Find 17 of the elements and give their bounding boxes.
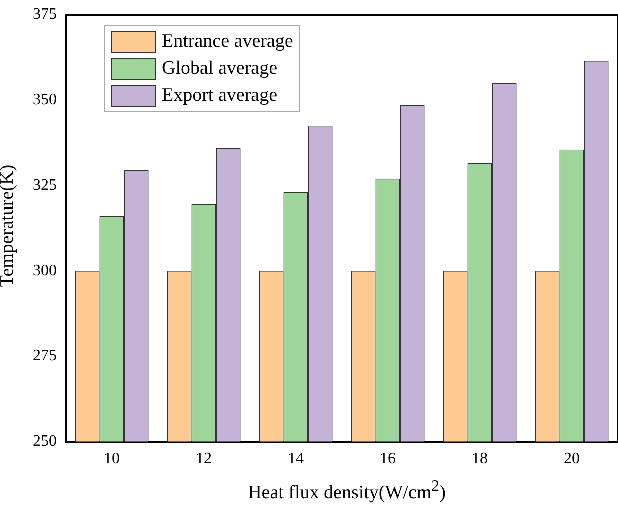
- y-tick-label: 300: [33, 262, 57, 280]
- y-tick-label: 375: [33, 6, 57, 24]
- legend-label: Entrance average: [162, 30, 294, 52]
- legend-label: Export average: [162, 84, 278, 106]
- x-tick-label: 10: [104, 450, 120, 468]
- y-axis-title: Temperature(K): [0, 164, 19, 290]
- x-tick-label: 18: [472, 450, 488, 468]
- x-tick-label: 16: [380, 450, 396, 468]
- y-tick-label: 275: [33, 348, 57, 365]
- x-axis-title: Heat flux density(W/cm$^{2}$): [247, 478, 447, 504]
- y-tick-label: 250: [33, 433, 57, 450]
- x-tick-label: 14: [288, 450, 304, 468]
- legend-label: Global average: [162, 58, 278, 80]
- y-tick-label: 325: [33, 176, 57, 194]
- x-tick-label: 20: [564, 450, 580, 468]
- y-tick-label: 350: [33, 92, 57, 109]
- x-tick-label: 12: [196, 450, 212, 468]
